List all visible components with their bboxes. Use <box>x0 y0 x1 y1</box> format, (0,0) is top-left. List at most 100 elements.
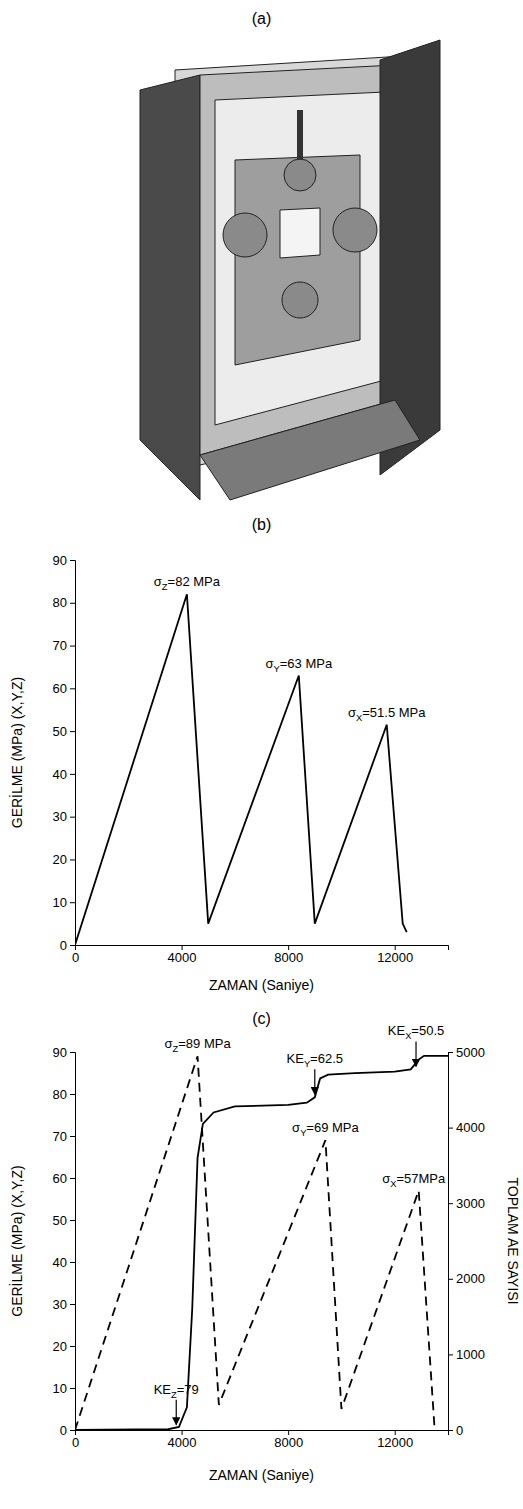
tick: 0 <box>60 938 75 953</box>
tick-label: 4000 <box>456 1120 485 1135</box>
tick-label: 0 <box>72 1435 79 1450</box>
tick: 4000 <box>448 1120 485 1135</box>
tick: 0 <box>72 1430 79 1450</box>
cabinet-frame <box>200 65 395 455</box>
tick-label: 40 <box>53 767 67 782</box>
panel-title: (c) <box>252 1010 271 1027</box>
text-part: σ <box>292 1120 300 1135</box>
tick-mark <box>70 1430 75 1431</box>
annotation: KEZ=79 <box>154 1382 199 1400</box>
tick-label: 40 <box>53 1255 67 1270</box>
tick-mark <box>70 560 75 561</box>
annotation: KEX=50.5 <box>388 1023 444 1041</box>
text-part: =69 MPa <box>306 1120 359 1135</box>
tick: 30 <box>53 1297 75 1312</box>
tick-label: 30 <box>53 1297 67 1312</box>
panel-title: (a) <box>252 10 272 27</box>
plot-area <box>75 1056 448 1430</box>
y-axis-title: GERİLME (MPa) (X,Y,Z) <box>8 677 25 828</box>
annotation: KEY=62.5 <box>287 1051 343 1069</box>
tick-mark <box>448 1430 453 1431</box>
tick: 2000 <box>448 1271 485 1286</box>
tick-mark <box>448 1052 453 1053</box>
tick-label: 20 <box>53 1339 67 1354</box>
text-part: σ <box>382 1171 390 1186</box>
text-part: KE <box>287 1051 305 1066</box>
chamber <box>215 92 385 425</box>
tick: 80 <box>53 595 75 610</box>
tick-label: 1000 <box>456 1347 485 1362</box>
tick: 90 <box>53 1045 75 1060</box>
annotation: σX=57MPa <box>382 1171 446 1189</box>
tick: 90 <box>53 553 75 568</box>
text-part: KE <box>154 1382 172 1397</box>
tick-mark <box>70 1052 75 1053</box>
text-part: =57MPa <box>396 1171 446 1186</box>
tick: 20 <box>53 852 75 867</box>
tick-label: 70 <box>53 1129 67 1144</box>
tick: 0 <box>72 945 79 965</box>
tick-label: 0 <box>60 1423 67 1438</box>
tick-mark <box>70 1388 75 1389</box>
tick: 70 <box>53 638 75 653</box>
tick: 0 <box>448 1423 463 1438</box>
tick-label: 4000 <box>168 950 197 965</box>
tick-mark <box>70 1346 75 1347</box>
load-frame <box>235 155 360 365</box>
tick-label: 70 <box>53 638 67 653</box>
y2-axis-title: TOPLAM AE SAYISI <box>505 1177 521 1304</box>
axis-line <box>70 561 76 946</box>
tick-mark <box>70 731 75 732</box>
tick-mark <box>70 945 75 946</box>
text-part: σ <box>265 656 273 671</box>
tick-label: 0 <box>60 938 67 953</box>
tick-mark <box>448 1354 453 1355</box>
left-door <box>140 75 200 500</box>
axis: 0 4000 8000 12000 <box>72 945 449 965</box>
tick: 50 <box>53 1213 75 1228</box>
tick: 50 <box>53 724 75 739</box>
tick-mark <box>70 646 75 647</box>
tick-mark <box>448 1203 453 1204</box>
tick-mark <box>70 688 75 689</box>
axis: 010002000300040005000 <box>448 1045 485 1438</box>
tick: 70 <box>53 1129 75 1144</box>
annotation: σY=63 MPa <box>265 656 332 674</box>
tick-label: 50 <box>53 724 67 739</box>
chart: (b)040008000120000102030405060708090ZAMA… <box>8 516 449 993</box>
annotation-arrow <box>415 1041 416 1066</box>
tick-mark <box>70 774 75 775</box>
tick-mark <box>70 902 75 903</box>
tick-label: 8000 <box>274 950 303 965</box>
tick-label: 20 <box>53 852 67 867</box>
tick: 3000 <box>448 1196 485 1211</box>
tick-label: 0 <box>456 1423 463 1438</box>
tick: 60 <box>53 1171 75 1186</box>
axis: 04000800012000 <box>72 1430 449 1450</box>
tick-mark <box>70 859 75 860</box>
tick: 0 <box>60 1423 75 1438</box>
axis-line <box>449 1053 454 1431</box>
actuator <box>223 213 267 257</box>
tick-label: 12000 <box>377 950 413 965</box>
text-part: σ <box>348 705 356 720</box>
base <box>200 400 420 500</box>
tick-label: 30 <box>53 809 67 824</box>
tick-mark <box>448 1128 453 1129</box>
tick-label: 8000 <box>274 1435 303 1450</box>
tick-label: 4000 <box>168 1435 197 1450</box>
annotation: σZ=82 MPa <box>154 574 221 592</box>
tick: 4000 <box>168 1430 197 1450</box>
tick-label: 60 <box>53 681 67 696</box>
tick: 10 <box>53 895 75 910</box>
tick-mark <box>70 1094 75 1095</box>
text-part: =51.5 MPa <box>362 705 426 720</box>
tick-mark <box>70 817 75 818</box>
tick-mark <box>70 1220 75 1221</box>
tick-label: 50 <box>53 1213 67 1228</box>
tick-mark <box>70 1262 75 1263</box>
tick-label: 60 <box>53 1171 67 1186</box>
tick: 10 <box>53 1381 75 1396</box>
tick-label: 2000 <box>456 1271 485 1286</box>
tick: 8000 <box>274 945 303 965</box>
